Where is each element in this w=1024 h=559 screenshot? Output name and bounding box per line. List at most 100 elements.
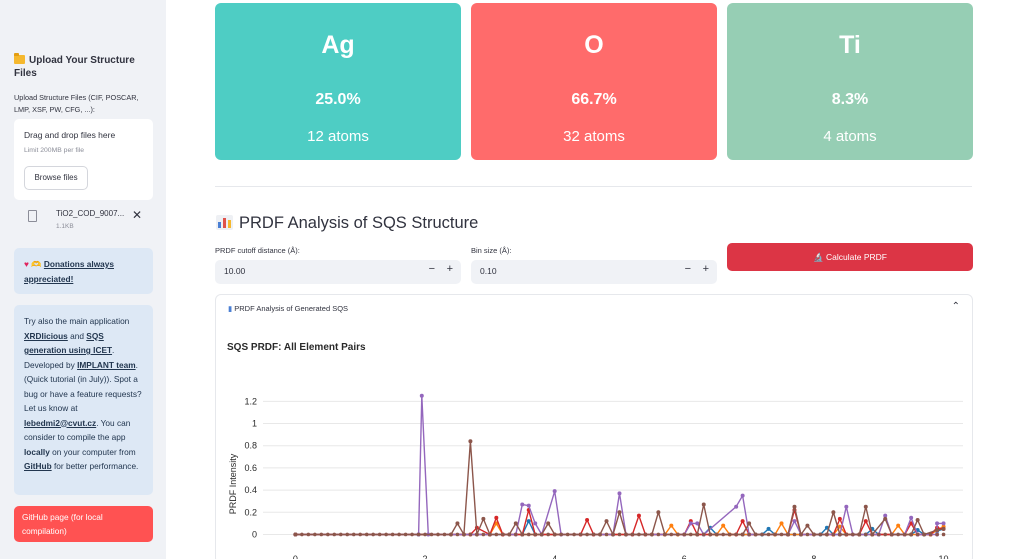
data-point (481, 516, 486, 521)
baseline-point (552, 532, 557, 537)
bin-size-value[interactable]: 0.10 (480, 266, 497, 276)
baseline-point (922, 532, 926, 537)
info-text: on your computer from (52, 446, 136, 457)
bin-size-label: Bin size (Å): (471, 246, 512, 255)
series-line-4 (295, 441, 944, 537)
baseline-point (624, 532, 628, 537)
data-point (546, 521, 551, 526)
baseline-point (591, 532, 596, 537)
x-tick-label: 4 (552, 554, 557, 559)
file-dropzone[interactable]: Drag and drop files here Limit 200MB per… (14, 119, 153, 200)
baseline-point (429, 532, 434, 537)
info-text: . Developed by (24, 345, 115, 370)
baseline-point (351, 532, 356, 537)
data-point (909, 515, 914, 520)
element-atoms: 12 atoms (307, 128, 369, 145)
baseline-point (313, 532, 317, 537)
data-point (863, 519, 868, 524)
xrdlicious-link[interactable]: XRDlicious (24, 330, 68, 341)
sqs-link[interactable]: SQS generation using ICET (24, 330, 113, 356)
expander-header[interactable]: ▮ PRDF Analysis of Generated SQS (228, 304, 348, 313)
data-point (533, 521, 538, 526)
y-tick-label: 0 (252, 529, 257, 539)
baseline-point (902, 532, 907, 537)
baseline-point (513, 532, 518, 537)
baseline-point (293, 532, 298, 537)
element-percent: 8.3% (831, 91, 869, 108)
x-tick-label: 0 (293, 554, 298, 559)
github-link[interactable]: GitHub (24, 461, 52, 471)
baseline-point (831, 532, 836, 537)
baseline-point (799, 532, 803, 537)
cutoff-input[interactable]: 10.00 − + (215, 260, 461, 284)
implant-link[interactable]: IMPLANT team (77, 359, 136, 370)
donations-link[interactable]: Donations always appreciated! (24, 259, 114, 284)
data-point (617, 510, 622, 515)
decrement-button[interactable]: − (428, 263, 435, 275)
baseline-point (721, 532, 725, 537)
baseline-point (390, 532, 395, 537)
baseline-point (643, 532, 648, 537)
baseline-point (501, 532, 505, 537)
decrement-button[interactable]: − (684, 263, 691, 275)
data-point (494, 515, 499, 520)
calculate-prdf-label: Calculate PRDF (826, 252, 887, 262)
increment-button[interactable]: + (446, 263, 453, 275)
y-tick-label: 0.2 (244, 507, 257, 517)
baseline-point (559, 532, 563, 537)
data-point (740, 493, 745, 498)
x-tick-label: 2 (423, 554, 428, 559)
baseline-point (449, 532, 453, 537)
baseline-point (300, 532, 304, 537)
data-point (688, 521, 693, 526)
remove-file-icon[interactable]: ✕ (132, 208, 143, 222)
x-tick-label: 6 (682, 554, 687, 559)
info-box: Try also the main application XRDlicious… (14, 305, 153, 495)
baseline-point (455, 532, 460, 537)
baseline-point (423, 532, 427, 537)
baseline-point (760, 532, 764, 537)
cutoff-value[interactable]: 10.00 (224, 266, 246, 276)
baseline-point (403, 532, 408, 537)
baseline-point (889, 532, 894, 537)
baseline-point (364, 532, 369, 537)
baseline-point (825, 532, 829, 537)
element-percent: 25.0% (315, 91, 361, 108)
data-point (520, 502, 525, 507)
expander-title: PRDF Analysis of Generated SQS (234, 304, 349, 313)
data-point (468, 439, 473, 444)
data-point (779, 521, 784, 526)
info-text: and (70, 330, 84, 341)
data-point (526, 519, 531, 524)
baseline-point (915, 532, 920, 537)
chevron-up-icon[interactable]: ⌃ (951, 301, 960, 312)
upload-header-text: Upload Your Structure Files (14, 55, 135, 79)
increment-button[interactable]: + (702, 263, 709, 275)
email-link[interactable]: lebedmi2@cvut.cz (24, 417, 97, 428)
section-title-text: PRDF Analysis of SQS Structure (239, 214, 479, 232)
baseline-point (857, 532, 862, 537)
cutoff-label: PRDF cutoff distance (Å): (215, 246, 300, 255)
baseline-point (844, 532, 849, 537)
baseline-point (805, 532, 810, 537)
data-point (941, 526, 946, 531)
baseline-point (727, 532, 732, 537)
info-text: . (Quick tutorial (in July)). Spot a bug… (24, 359, 142, 414)
y-tick-label: 1 (252, 419, 257, 429)
baseline-point (792, 532, 797, 537)
data-point (766, 526, 771, 531)
baseline-point (870, 532, 875, 537)
bin-size-input[interactable]: 0.10 − + (471, 260, 717, 284)
baseline-point (494, 532, 499, 537)
baseline-point (585, 532, 589, 537)
data-point (863, 504, 868, 509)
baseline-point (863, 532, 868, 537)
browse-files-button[interactable]: Browse files (24, 166, 88, 190)
data-point (669, 523, 674, 528)
baseline-point (481, 532, 486, 537)
calculate-prdf-button[interactable]: 🔬 Calculate PRDF (727, 243, 973, 271)
x-tick-label: 10 (939, 554, 949, 559)
baseline-point (766, 532, 771, 537)
element-atoms: 4 atoms (823, 128, 877, 145)
github-page-box[interactable]: GitHub page (for local compilation) (14, 506, 153, 542)
